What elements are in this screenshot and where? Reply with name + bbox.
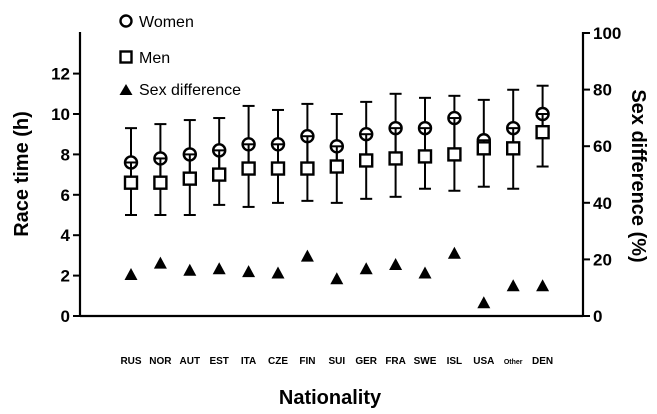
legend-sex-difference-label: Sex difference (139, 82, 241, 99)
sex-difference-point (330, 272, 344, 285)
sex-difference-point (153, 256, 167, 269)
left-y-tick-label: 4 (61, 226, 71, 245)
sex-difference-point (242, 265, 256, 278)
sex-difference-point (506, 279, 520, 292)
sex-difference-point (183, 263, 197, 276)
sex-difference-point (212, 262, 226, 275)
x-category-label: SWE (414, 356, 437, 367)
right-y-tick-label: 40 (593, 194, 612, 213)
sex-difference-point (124, 267, 138, 280)
sex-difference-point (389, 258, 403, 271)
legend-women-marker (119, 14, 133, 28)
right-y-tick-label: 20 (593, 250, 612, 269)
y2-axis-title: Sex difference (%) (627, 89, 649, 262)
men-series (123, 113, 550, 216)
legend-sex-difference-marker (119, 84, 133, 95)
left-y-tick-label: 10 (51, 105, 70, 124)
legend: Women Men Sex difference (119, 14, 241, 99)
sex-difference-point (418, 266, 432, 279)
men-point (241, 161, 256, 176)
x-category-label: FRA (385, 356, 406, 367)
x-category-label: ISL (447, 356, 463, 367)
men-point (123, 175, 139, 190)
x-axis-title: Nationality (279, 387, 382, 409)
left-y-tick-label: 12 (51, 65, 70, 84)
sex-difference-point (477, 296, 491, 309)
x-category-label: FIN (299, 356, 315, 367)
men-point (182, 171, 198, 186)
men-point (270, 161, 286, 176)
y-axis-title: Race time (h) (11, 111, 33, 237)
x-category-label: Other (504, 359, 523, 366)
right-y-tick-label: 60 (593, 137, 612, 156)
x-category-label: AUT (180, 356, 201, 367)
right-y-ticks: 0 20 40 60 80 100 (583, 24, 621, 326)
left-y-tick-label: 2 (61, 267, 70, 286)
x-category-label: USA (473, 356, 494, 367)
men-point (211, 167, 227, 182)
men-point (300, 161, 315, 176)
right-y-tick-label: 80 (593, 81, 612, 100)
sex-difference-series (124, 246, 550, 309)
sex-difference-point (359, 262, 373, 275)
x-category-label: DEN (532, 356, 553, 367)
x-category-label: ITA (241, 356, 256, 367)
men-point (535, 124, 550, 140)
men-point (359, 153, 374, 168)
x-category-label: CZE (268, 356, 288, 367)
left-y-tick-label: 8 (61, 145, 70, 164)
sex-difference-point (271, 266, 285, 279)
x-category-label: SUI (328, 356, 345, 367)
left-y-tick-label: 6 (61, 186, 70, 205)
left-y-ticks: 0 2 4 6 8 10 12 (51, 65, 80, 326)
right-y-tick-label: 100 (593, 24, 621, 43)
men-point (417, 149, 433, 164)
legend-women-label: Women (139, 14, 194, 31)
legend-men-marker (119, 50, 133, 64)
men-point (506, 141, 521, 156)
men-point (388, 151, 403, 166)
x-category-label: EST (209, 356, 228, 367)
sex-difference-point (447, 246, 461, 259)
men-point (476, 141, 491, 156)
left-y-tick-label: 0 (61, 307, 70, 326)
men-point (153, 175, 168, 190)
men-point (447, 147, 462, 162)
x-category-label: NOR (149, 356, 172, 367)
men-point (329, 159, 344, 174)
sex-difference-point (536, 279, 550, 292)
x-category-ticks: RUS NOR AUT EST ITA CZE FIN SUI GER FRA SWE ISL USA O… (120, 356, 553, 367)
legend-men-label: Men (139, 50, 170, 67)
x-category-label: GER (355, 356, 377, 367)
right-y-tick-label: 0 (593, 307, 602, 326)
x-category-label: RUS (120, 356, 141, 367)
sex-difference-point (300, 249, 314, 262)
